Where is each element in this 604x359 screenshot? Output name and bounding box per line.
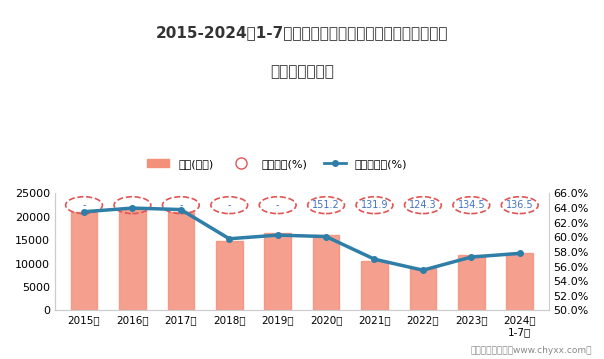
- Legend: 负债(亿元), 产权比率(%), 资产负债率(%): 负债(亿元), 产权比率(%), 资产负债率(%): [143, 155, 412, 173]
- Bar: [506, 253, 533, 311]
- Text: -: -: [228, 200, 231, 210]
- Bar: [410, 268, 436, 311]
- Text: 151.2: 151.2: [312, 200, 340, 210]
- Text: -: -: [82, 200, 86, 210]
- Text: 136.5: 136.5: [506, 200, 533, 210]
- Text: -: -: [276, 200, 280, 210]
- Text: 制图：智研咨询（www.chyxx.com）: 制图：智研咨询（www.chyxx.com）: [471, 346, 592, 355]
- Bar: [265, 233, 291, 311]
- Bar: [361, 261, 388, 311]
- Bar: [71, 212, 97, 311]
- Bar: [119, 209, 146, 311]
- Text: -: -: [130, 200, 134, 210]
- Bar: [458, 255, 484, 311]
- Bar: [167, 212, 194, 311]
- Text: 企业负债统计图: 企业负债统计图: [270, 65, 334, 80]
- Bar: [313, 235, 339, 311]
- Text: 134.5: 134.5: [457, 200, 485, 210]
- Text: -: -: [179, 200, 182, 210]
- Text: 131.9: 131.9: [361, 200, 388, 210]
- Text: 124.3: 124.3: [409, 200, 437, 210]
- Bar: [216, 241, 243, 311]
- Text: 2015-2024年1-7月木材加工和木、竹、藤、棕、草制品业: 2015-2024年1-7月木材加工和木、竹、藤、棕、草制品业: [156, 25, 448, 40]
